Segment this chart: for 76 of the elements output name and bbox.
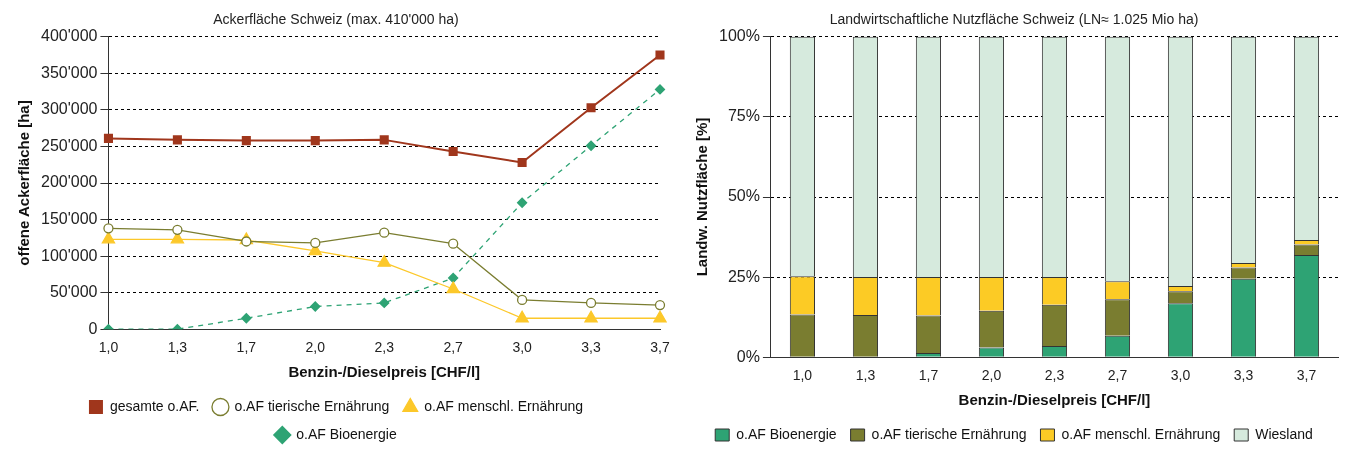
point: [103, 223, 114, 234]
point: [585, 140, 597, 151]
point: [586, 103, 596, 113]
point: [448, 238, 459, 249]
x-tick-label: 3,3: [581, 339, 601, 356]
point: [515, 310, 529, 323]
legend-label: o.AF tierische Ernährung: [234, 397, 390, 414]
point: [517, 158, 527, 168]
point: [310, 136, 320, 146]
x-tick-label: 3,0: [512, 339, 533, 356]
x-tick-label: 3,3: [1233, 367, 1254, 384]
x-axis-title: Benzin-/Dieselpreis [CHF/l]: [958, 391, 1151, 409]
legend-label: o.AF Bioenergie: [296, 425, 397, 442]
point: [584, 310, 598, 323]
x-tick-label: 1,7: [236, 339, 257, 356]
x-tick-label: 1,7: [918, 367, 939, 384]
y-tick-label: 250'000: [40, 136, 98, 154]
y-tick-label: 0: [88, 319, 98, 337]
point: [446, 281, 460, 294]
y-tick-label: 75%: [727, 107, 760, 125]
y-tick-label: 25%: [727, 267, 760, 285]
point: [172, 224, 183, 235]
y-axis-title: Landw. Nutzfläche [%]: [693, 117, 711, 277]
x-tick-label: 3,7: [1296, 367, 1317, 384]
x-tick-label: 1,0: [98, 339, 119, 356]
point: [516, 294, 528, 306]
point: [103, 133, 113, 143]
x-tick-label: 3,7: [650, 339, 670, 356]
point: [654, 299, 666, 311]
y-tick-label: 50'000: [49, 283, 98, 301]
y-tick-label: 300'000: [40, 100, 98, 118]
x-tick-label: 3,0: [1170, 367, 1191, 384]
legend-label: gesamte o.AF.: [109, 397, 200, 414]
x-tick-label: 2,3: [374, 339, 395, 356]
x-tick-label: 2,7: [443, 339, 464, 356]
legend-label: o.AF tierische Ernährung: [871, 425, 1027, 442]
x-tick-label: 2,7: [1107, 367, 1128, 384]
y-tick-label: 200'000: [40, 173, 98, 191]
y-tick-label: 400'000: [40, 27, 98, 45]
y-axis-title: offene Ackerfläche [ha]: [15, 100, 33, 266]
point: [241, 136, 251, 146]
point: [241, 236, 252, 247]
point: [379, 297, 390, 309]
point: [310, 237, 321, 249]
point: [379, 135, 389, 145]
x-tick-label: 1,3: [167, 339, 188, 356]
y-tick-label: 100%: [719, 27, 760, 45]
point: [379, 227, 390, 238]
x-tick-label: 1,0: [792, 367, 813, 384]
chart-title: Landwirtschaftliche Nutzfläche Schweiz (LN≈ 1.025 Mio ha): [829, 11, 1199, 28]
x-tick-label: 2,3: [1044, 367, 1065, 384]
point: [655, 50, 665, 60]
x-tick-label: 2,0: [305, 339, 326, 356]
y-tick-label: 350'000: [40, 63, 98, 81]
point: [448, 147, 458, 157]
point: [241, 313, 252, 324]
legend-label: o.AF Bioenergie: [736, 425, 837, 442]
x-axis-title: Benzin-/Dieselpreis [CHF/l]: [288, 363, 481, 381]
point: [448, 272, 459, 284]
point: [377, 255, 391, 267]
legend-label: Wiesland: [1255, 425, 1313, 442]
x-tick-label: 2,0: [981, 367, 1002, 384]
legend-label: o.AF menschl. Ernährung: [1061, 425, 1221, 442]
point: [585, 297, 597, 309]
legend-label: o.AF menschl. Ernährung: [424, 397, 584, 414]
x-tick-label: 1,3: [855, 367, 876, 384]
y-tick-label: 0%: [736, 347, 760, 365]
point: [172, 135, 182, 145]
point: [653, 310, 667, 323]
y-tick-label: 50%: [727, 187, 760, 205]
point: [516, 197, 528, 208]
y-tick-label: 100'000: [40, 246, 98, 264]
chart-title: Ackerfläche Schweiz (max. 410'000 ha): [213, 11, 459, 28]
y-tick-label: 150'000: [40, 209, 98, 227]
point: [310, 301, 321, 312]
point: [101, 231, 116, 244]
